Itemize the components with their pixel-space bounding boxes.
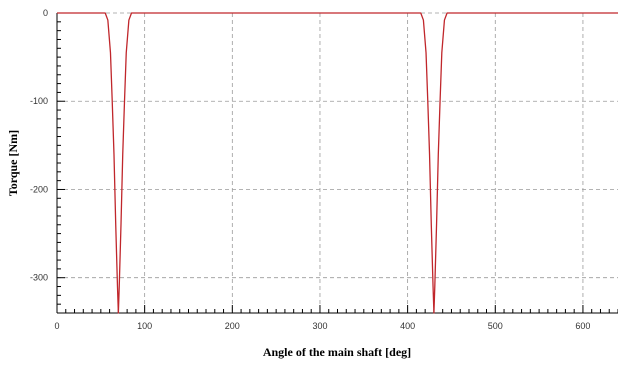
x-tick-label: 300 [312,321,327,331]
y-axis-title: Torque [Nm] [6,130,20,196]
plot-area [57,13,618,313]
y-tick-label: 0 [43,8,48,18]
torque-series-line [57,12,618,314]
axes [56,13,618,314]
series-group [57,12,618,314]
x-tick-labels: 0 100 200 300 400 500 600 [54,321,590,331]
x-tick-label: 500 [488,321,503,331]
x-axis-title: Angle of the main shaft [deg] [263,345,411,359]
x-tick-label: 400 [400,321,415,331]
x-tick-label: 0 [54,321,59,331]
y-tick-label: -200 [30,184,48,194]
x-tick-label: 100 [137,321,152,331]
x-tick-label: 600 [575,321,590,331]
y-tick-label: -300 [30,273,48,283]
y-tick-labels: 0 -100 -200 -300 [30,8,48,283]
y-tick-label: -100 [30,96,48,106]
x-tick-label: 200 [225,321,240,331]
